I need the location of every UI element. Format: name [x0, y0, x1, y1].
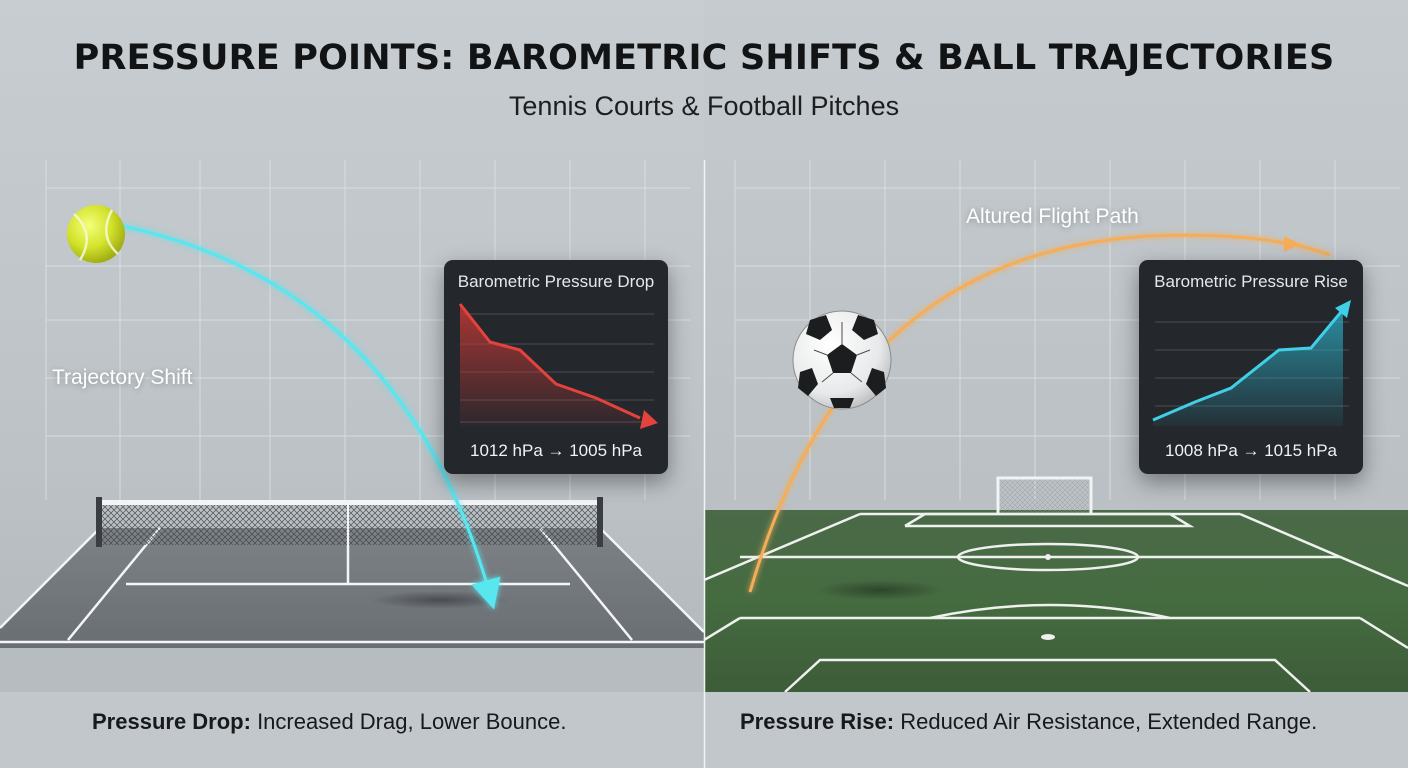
tennis-court-lines	[0, 527, 705, 644]
pressure-rise-title: Barometric Pressure Rise	[1154, 272, 1348, 291]
altured-flight-path-label: Altured Flight Path	[966, 205, 1139, 228]
court-apron	[0, 648, 704, 692]
pressure-rise-sparkline	[1152, 300, 1351, 426]
tennis-net-icon	[96, 497, 603, 547]
pressure-rise-line	[1152, 311, 1343, 422]
right-caption-text: Reduced Air Resistance, Extended Range.	[894, 709, 1318, 734]
left-caption: Pressure Drop: Increased Drag, Lower Bou…	[92, 709, 566, 735]
left-caption-text: Increased Drag, Lower Bounce.	[250, 709, 567, 734]
tennis-ball-icon	[67, 205, 125, 263]
soccer-ball-icon	[792, 310, 892, 410]
pressure-rise-panel: Barometric Pressure Rise 1008 hPa → 1015…	[1139, 260, 1363, 474]
soccer-ball-shadow	[815, 580, 945, 600]
football-trajectory	[748, 233, 1331, 593]
center-spot	[1045, 554, 1051, 560]
pressure-drop-arrowhead	[640, 410, 658, 429]
page-subtitle: Tennis Courts & Football Pitches	[508, 91, 900, 121]
pressure-drop-panel: Barometric Pressure Drop 1012 hPa → 1005…	[444, 260, 668, 474]
tennis-trajectory	[111, 222, 501, 610]
pitch-lines	[703, 512, 1408, 693]
right-caption-bold: Pressure Rise:	[740, 709, 895, 734]
pitch-surface	[704, 510, 1408, 692]
pressure-rise-arrowhead	[1335, 300, 1351, 318]
pressure-drop-area	[460, 304, 640, 426]
pressure-drop-title: Barometric Pressure Drop	[457, 272, 655, 291]
trajectory-shift-label: Trajectory Shift	[52, 366, 193, 389]
page-title: PRESSURE POINTS: BAROMETRIC SHIFTS & BAL…	[73, 38, 1335, 78]
penalty-spot	[1041, 634, 1055, 640]
pressure-drop-line	[458, 303, 641, 420]
left-caption-bold: Pressure Drop:	[92, 709, 251, 734]
pressure-drop-reading: 1012 hPa → 1005 hPa	[469, 441, 643, 460]
tennis-court-surface	[0, 528, 704, 648]
pressure-rise-reading: 1008 hPa → 1015 hPa	[1164, 441, 1338, 460]
right-caption: Pressure Rise: Reduced Air Resistance, E…	[740, 709, 1317, 735]
pressure-drop-sparkline	[458, 303, 658, 429]
goal-icon	[996, 476, 1093, 514]
football-trajectory-arrow	[1284, 236, 1300, 252]
pressure-rise-area	[1153, 310, 1343, 426]
